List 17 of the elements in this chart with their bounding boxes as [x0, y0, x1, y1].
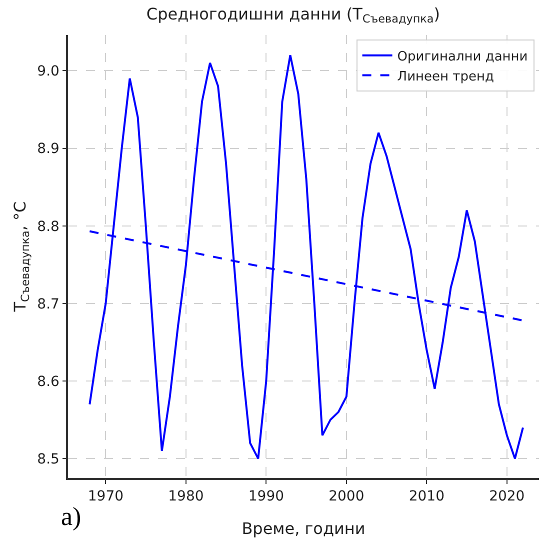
y-tick-label: 8.9 — [37, 141, 60, 158]
x-tick-label: 2010 — [408, 488, 444, 505]
y-tick-label: 9.0 — [37, 64, 60, 80]
y-tick-label: 8.6 — [37, 374, 60, 390]
legend-label: Линеен тренд — [397, 69, 494, 84]
x-tick-label: 1990 — [248, 488, 284, 505]
text: а) — [61, 502, 82, 531]
x-tick-label: 1980 — [168, 488, 204, 505]
legend-label: Оригинални данни — [397, 49, 528, 64]
x-tick-label: 1970 — [88, 488, 124, 505]
y-tick-label: 8.5 — [37, 452, 60, 468]
y-tick-label: 8.8 — [37, 218, 60, 235]
x-tick-label: 2020 — [489, 488, 525, 505]
chart-title: Средногодишни данни (T$_{Съевадупка}$) — [146, 4, 440, 26]
x-axis-title: Време, години — [242, 519, 366, 538]
y-tick-label: 8.7 — [37, 296, 60, 312]
x-tick-label: 2000 — [328, 488, 364, 505]
